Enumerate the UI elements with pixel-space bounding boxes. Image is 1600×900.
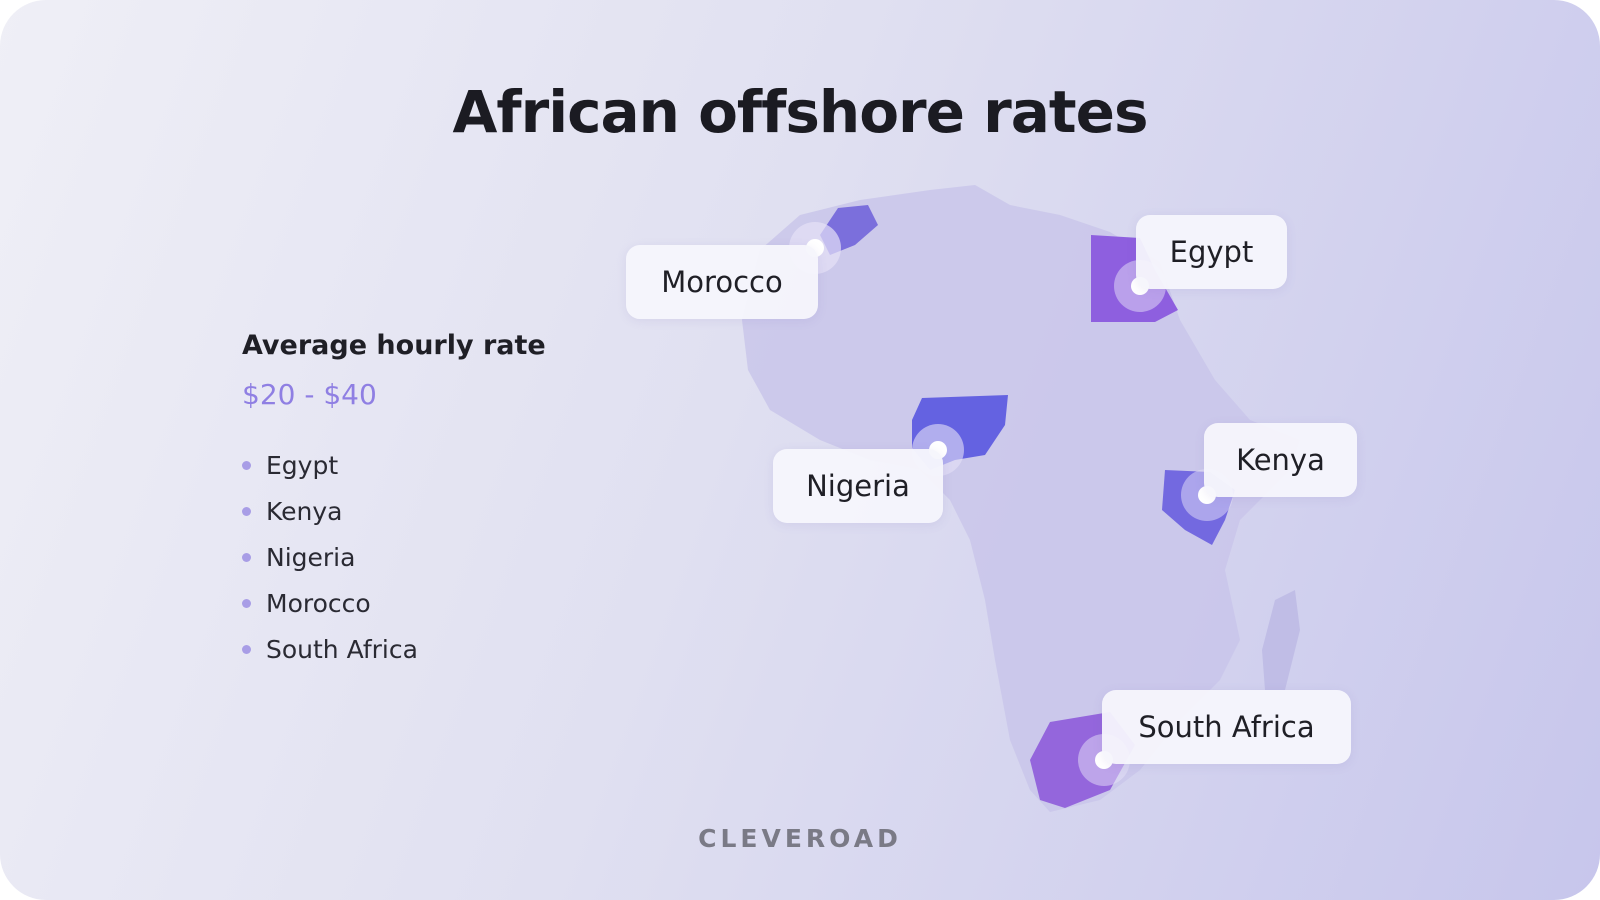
map-label: Egypt xyxy=(1136,215,1287,289)
map-label: Nigeria xyxy=(773,449,943,523)
country-item: South Africa xyxy=(242,632,418,678)
rate-label: Average hourly rate xyxy=(242,330,546,361)
brand: CLEVEROAD xyxy=(698,824,902,853)
country-item: Nigeria xyxy=(242,540,418,586)
madagascar xyxy=(1262,590,1300,690)
africa-outline xyxy=(742,185,1300,812)
country-item: Kenya xyxy=(242,494,418,540)
title: African offshore rates xyxy=(452,78,1148,146)
map-label: Kenya xyxy=(1204,423,1357,497)
country-item: Egypt xyxy=(242,448,418,494)
map-label: Morocco xyxy=(626,245,818,319)
country-list: Egypt Kenya Nigeria Morocco South Africa xyxy=(242,448,418,678)
country-item: Morocco xyxy=(242,586,418,632)
rate-range: $20 - $40 xyxy=(242,378,377,411)
map-label: South Africa xyxy=(1102,690,1351,764)
